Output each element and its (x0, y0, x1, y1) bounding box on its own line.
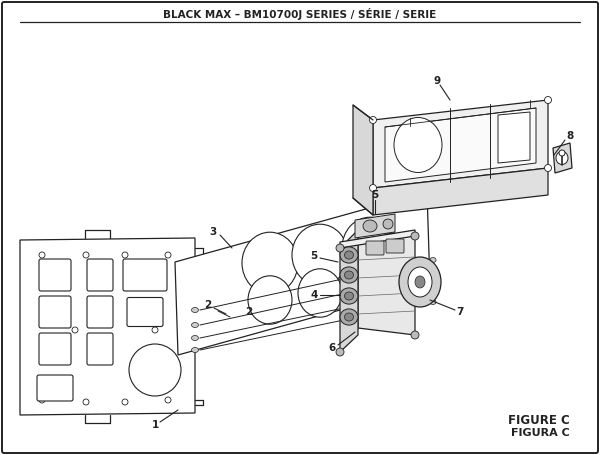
Ellipse shape (191, 308, 199, 313)
FancyBboxPatch shape (39, 333, 71, 365)
FancyBboxPatch shape (123, 259, 167, 291)
Ellipse shape (399, 257, 441, 307)
Text: 8: 8 (566, 131, 574, 141)
Ellipse shape (344, 251, 353, 259)
Ellipse shape (336, 348, 344, 356)
Text: 9: 9 (433, 76, 440, 86)
FancyBboxPatch shape (39, 259, 71, 291)
Ellipse shape (559, 150, 565, 156)
Polygon shape (373, 168, 548, 215)
Ellipse shape (430, 299, 436, 304)
FancyBboxPatch shape (39, 296, 71, 328)
Text: 5: 5 (371, 190, 379, 200)
Ellipse shape (394, 117, 442, 172)
Ellipse shape (292, 224, 348, 286)
FancyBboxPatch shape (366, 241, 384, 255)
Ellipse shape (83, 399, 89, 405)
Ellipse shape (408, 267, 432, 297)
Ellipse shape (340, 267, 358, 283)
Ellipse shape (415, 276, 425, 288)
Ellipse shape (39, 252, 45, 258)
Polygon shape (20, 238, 195, 415)
Text: 3: 3 (209, 227, 217, 237)
Polygon shape (175, 192, 430, 355)
Polygon shape (553, 143, 572, 173)
Polygon shape (498, 112, 530, 163)
Ellipse shape (342, 217, 398, 279)
Ellipse shape (165, 252, 171, 258)
Text: FIGURE C: FIGURE C (508, 414, 570, 426)
Ellipse shape (545, 165, 551, 172)
Text: 7: 7 (457, 307, 464, 317)
Ellipse shape (411, 232, 419, 240)
Polygon shape (385, 108, 536, 182)
Ellipse shape (340, 247, 358, 263)
FancyBboxPatch shape (386, 239, 404, 253)
Ellipse shape (248, 276, 292, 324)
Text: 1: 1 (151, 420, 158, 430)
Ellipse shape (370, 116, 377, 123)
Ellipse shape (72, 327, 78, 333)
Ellipse shape (242, 232, 298, 294)
Text: 2: 2 (205, 300, 212, 310)
Ellipse shape (191, 348, 199, 353)
Ellipse shape (39, 397, 45, 403)
Text: 6: 6 (328, 343, 335, 353)
Polygon shape (340, 230, 415, 248)
FancyBboxPatch shape (87, 333, 113, 365)
Ellipse shape (430, 288, 436, 293)
Polygon shape (358, 230, 415, 335)
FancyBboxPatch shape (127, 298, 163, 327)
Ellipse shape (344, 292, 353, 300)
Ellipse shape (191, 323, 199, 328)
Ellipse shape (344, 313, 353, 321)
Ellipse shape (129, 344, 181, 396)
Ellipse shape (430, 273, 436, 278)
Ellipse shape (152, 327, 158, 333)
Polygon shape (373, 100, 548, 188)
Polygon shape (353, 105, 373, 215)
Ellipse shape (340, 309, 358, 325)
Ellipse shape (83, 252, 89, 258)
Polygon shape (355, 214, 395, 238)
Ellipse shape (122, 399, 128, 405)
Text: 2: 2 (245, 307, 252, 317)
Text: 4: 4 (310, 290, 317, 300)
Ellipse shape (122, 252, 128, 258)
Text: BLACK MAX – BM10700J SERIES / SÉRIE / SERIE: BLACK MAX – BM10700J SERIES / SÉRIE / SE… (163, 8, 437, 20)
FancyBboxPatch shape (37, 375, 73, 401)
Ellipse shape (336, 244, 344, 252)
Ellipse shape (556, 152, 568, 165)
Polygon shape (340, 230, 358, 352)
Ellipse shape (430, 258, 436, 263)
Ellipse shape (165, 397, 171, 403)
Ellipse shape (370, 184, 377, 192)
Ellipse shape (191, 335, 199, 340)
Text: FIGURA C: FIGURA C (511, 428, 570, 438)
FancyBboxPatch shape (87, 296, 113, 328)
Ellipse shape (298, 269, 342, 317)
Ellipse shape (344, 271, 353, 279)
Ellipse shape (383, 219, 393, 229)
FancyBboxPatch shape (87, 259, 113, 291)
Ellipse shape (363, 220, 377, 232)
Ellipse shape (545, 96, 551, 103)
Ellipse shape (411, 331, 419, 339)
Ellipse shape (340, 288, 358, 304)
Text: 5: 5 (310, 251, 317, 261)
